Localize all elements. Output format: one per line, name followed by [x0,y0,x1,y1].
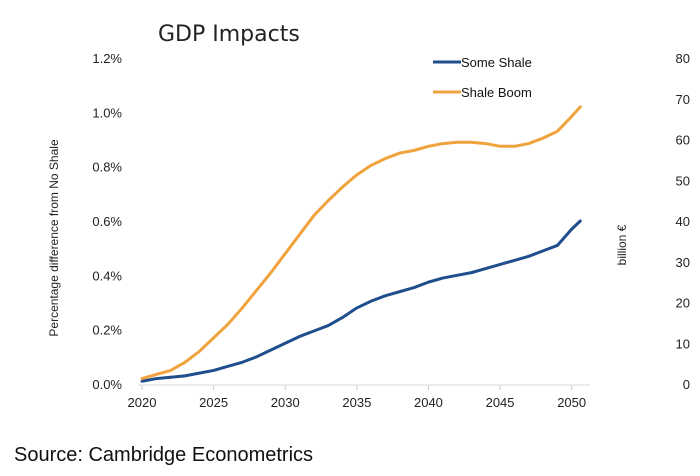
y2-axis-label: billion € [615,224,629,265]
x-tick-label: 2050 [557,395,586,410]
y-tick-label: 1.2% [92,51,122,66]
y2-tick-label: 30 [676,255,690,270]
y2-tick-label: 60 [676,133,690,148]
y-tick-label: 0.8% [92,160,122,175]
y2-tick-label: 80 [676,51,690,66]
y-axis-ticks: 0.0% 0.2% 0.4% 0.6% 0.8% 1.0% 1.2% [92,51,122,392]
series-line-some-shale [140,219,582,383]
legend: Some Shale Shale Boom [433,55,532,100]
y2-tick-label: 10 [676,336,690,351]
source-note: Source: Cambridge Econometrics [14,444,314,466]
y2-tick-label: 40 [676,214,690,229]
y2-tick-label: 0 [683,377,690,392]
legend-label-shale-boom: Shale Boom [461,85,532,100]
x-axis-ticks: 2020 2025 2030 2035 2040 2045 2050 [128,385,586,410]
y2-tick-label: 70 [676,92,690,107]
y-tick-label: 0.4% [92,268,122,283]
chart-title: GDP Impacts [158,22,300,47]
y-tick-label: 0.6% [92,214,122,229]
series-layer [140,105,582,383]
y-tick-label: 0.0% [92,377,122,392]
x-tick-label: 2045 [486,395,515,410]
x-tick-label: 2030 [271,395,300,410]
y2-tick-label: 50 [676,173,690,188]
x-tick-label: 2035 [342,395,371,410]
y-tick-label: 0.2% [92,323,122,338]
x-tick-label: 2025 [199,395,228,410]
x-tick-label: 2040 [414,395,443,410]
y-axis-label: Percentage difference from No Shale [47,139,61,337]
x-tick-label: 2020 [128,395,157,410]
legend-label-some-shale: Some Shale [461,55,532,70]
y2-axis-ticks: 0 10 20 30 40 50 60 70 80 [676,51,690,392]
y-tick-label: 1.0% [92,105,122,120]
y2-tick-label: 20 [676,296,690,311]
series-line-shale-boom [140,105,582,381]
